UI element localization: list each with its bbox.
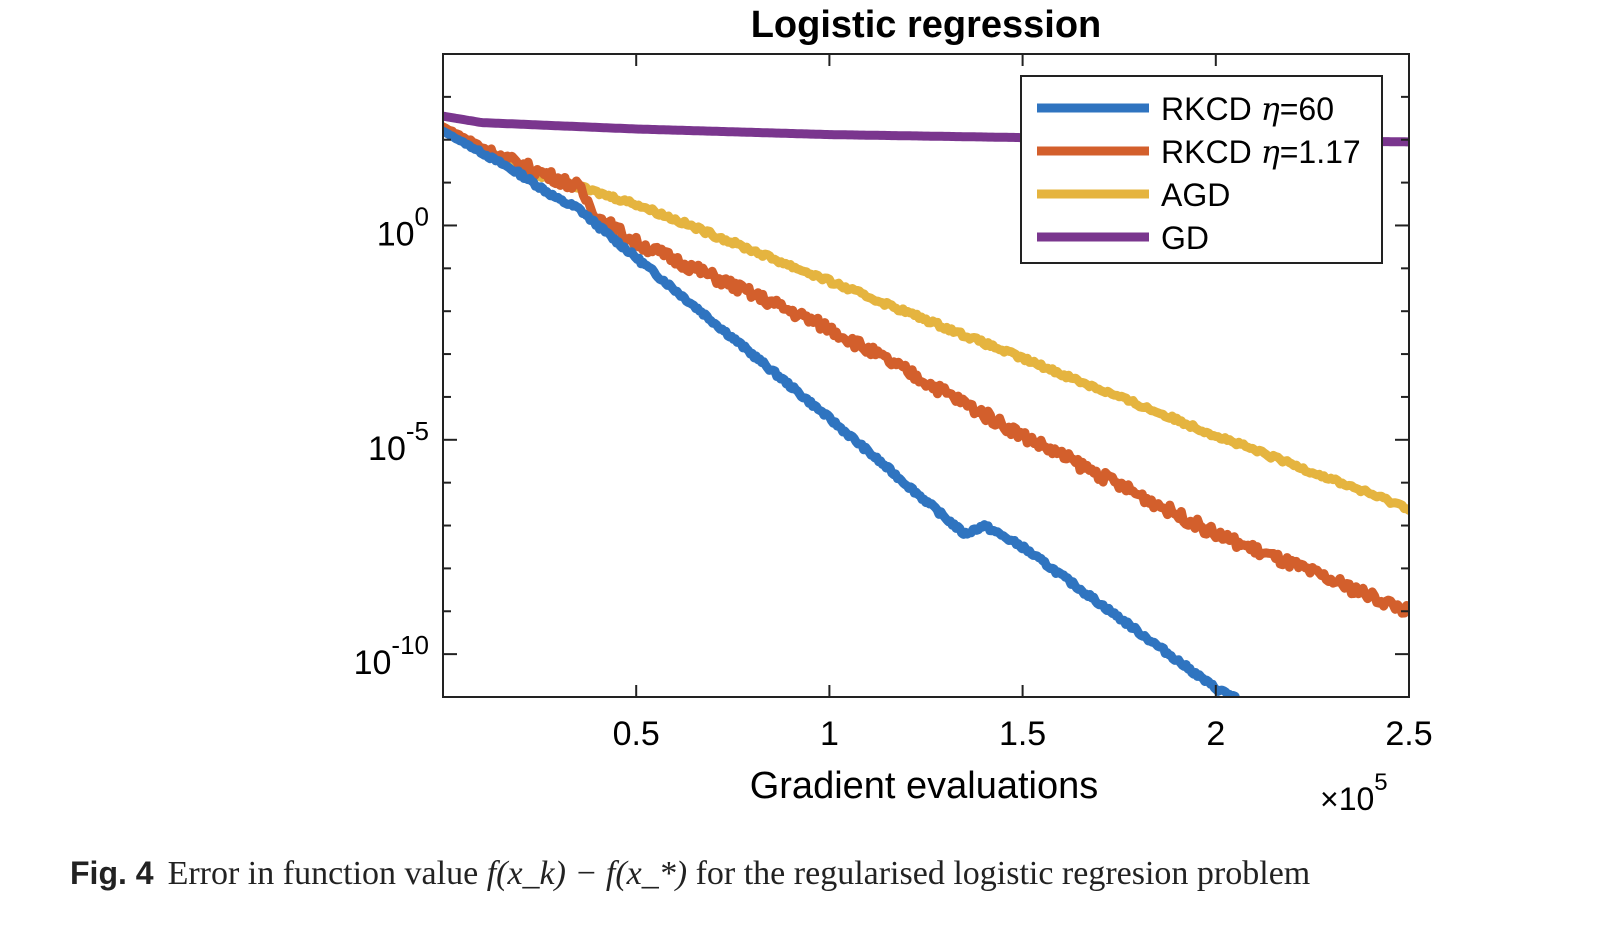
plot-area-frame — [442, 53, 1410, 698]
legend-label: AGD — [1161, 177, 1230, 213]
legend-label: RKCD η=60 — [1161, 90, 1334, 128]
legend-label-value: =1.17 — [1280, 134, 1361, 170]
legend-label: RKCD η=1.17 — [1161, 133, 1361, 171]
figure-label: Fig. 4 — [70, 855, 154, 891]
caption-text-after: for the regularised logistic regresion p… — [687, 855, 1311, 892]
y-tick-base: 10 — [377, 215, 415, 253]
legend-label-eta: η — [1261, 90, 1280, 128]
x-tick-label: 1 — [820, 715, 839, 753]
x-tick-label: 2.5 — [1385, 715, 1432, 753]
x-tick-label: 2 — [1206, 715, 1225, 753]
chart: Logistic regression 0.5 1 1.5 2 2.510010-510… — [354, 4, 1433, 817]
series-line-rkcd-60 — [443, 126, 1240, 697]
series-line-agd — [443, 122, 1409, 515]
y-tick-base: 10 — [368, 430, 406, 468]
x-tick-label: 1.5 — [999, 715, 1046, 753]
caption-math: f(x_k) − f(x_*) — [486, 855, 688, 892]
y-tick-exponent: -10 — [391, 630, 429, 660]
legend-label-name: RKCD — [1161, 91, 1261, 127]
y-tick-exponent: 0 — [415, 201, 429, 231]
chart-title: Logistic regression — [751, 4, 1102, 46]
y-tick-label: 10-5 — [368, 416, 429, 468]
figure-caption: Fig. 4 Error in function value f(x_k) − f… — [70, 855, 1570, 893]
x-axis-label: Gradient evaluations — [750, 765, 1099, 807]
legend-label-value: =60 — [1280, 91, 1334, 127]
y-tick-exponent: -5 — [406, 416, 429, 446]
legend-label: GD — [1161, 220, 1209, 256]
legend-label-name: AGD — [1161, 177, 1230, 213]
x-multiplier-base: ×10 — [1320, 781, 1374, 817]
x-axis-multiplier: ×105 — [1320, 769, 1388, 817]
y-tick-base: 10 — [354, 644, 392, 682]
x-tick-label: 0.5 — [613, 715, 660, 753]
legend-label-name: RKCD — [1161, 134, 1261, 170]
x-multiplier-exponent: 5 — [1374, 769, 1387, 796]
caption-text-before: Error in function value — [167, 855, 487, 892]
y-tick-label: 10-10 — [354, 630, 429, 682]
legend-label-eta: η — [1261, 133, 1280, 171]
y-tick-label: 100 — [377, 201, 429, 253]
legend-label-name: GD — [1161, 220, 1209, 256]
